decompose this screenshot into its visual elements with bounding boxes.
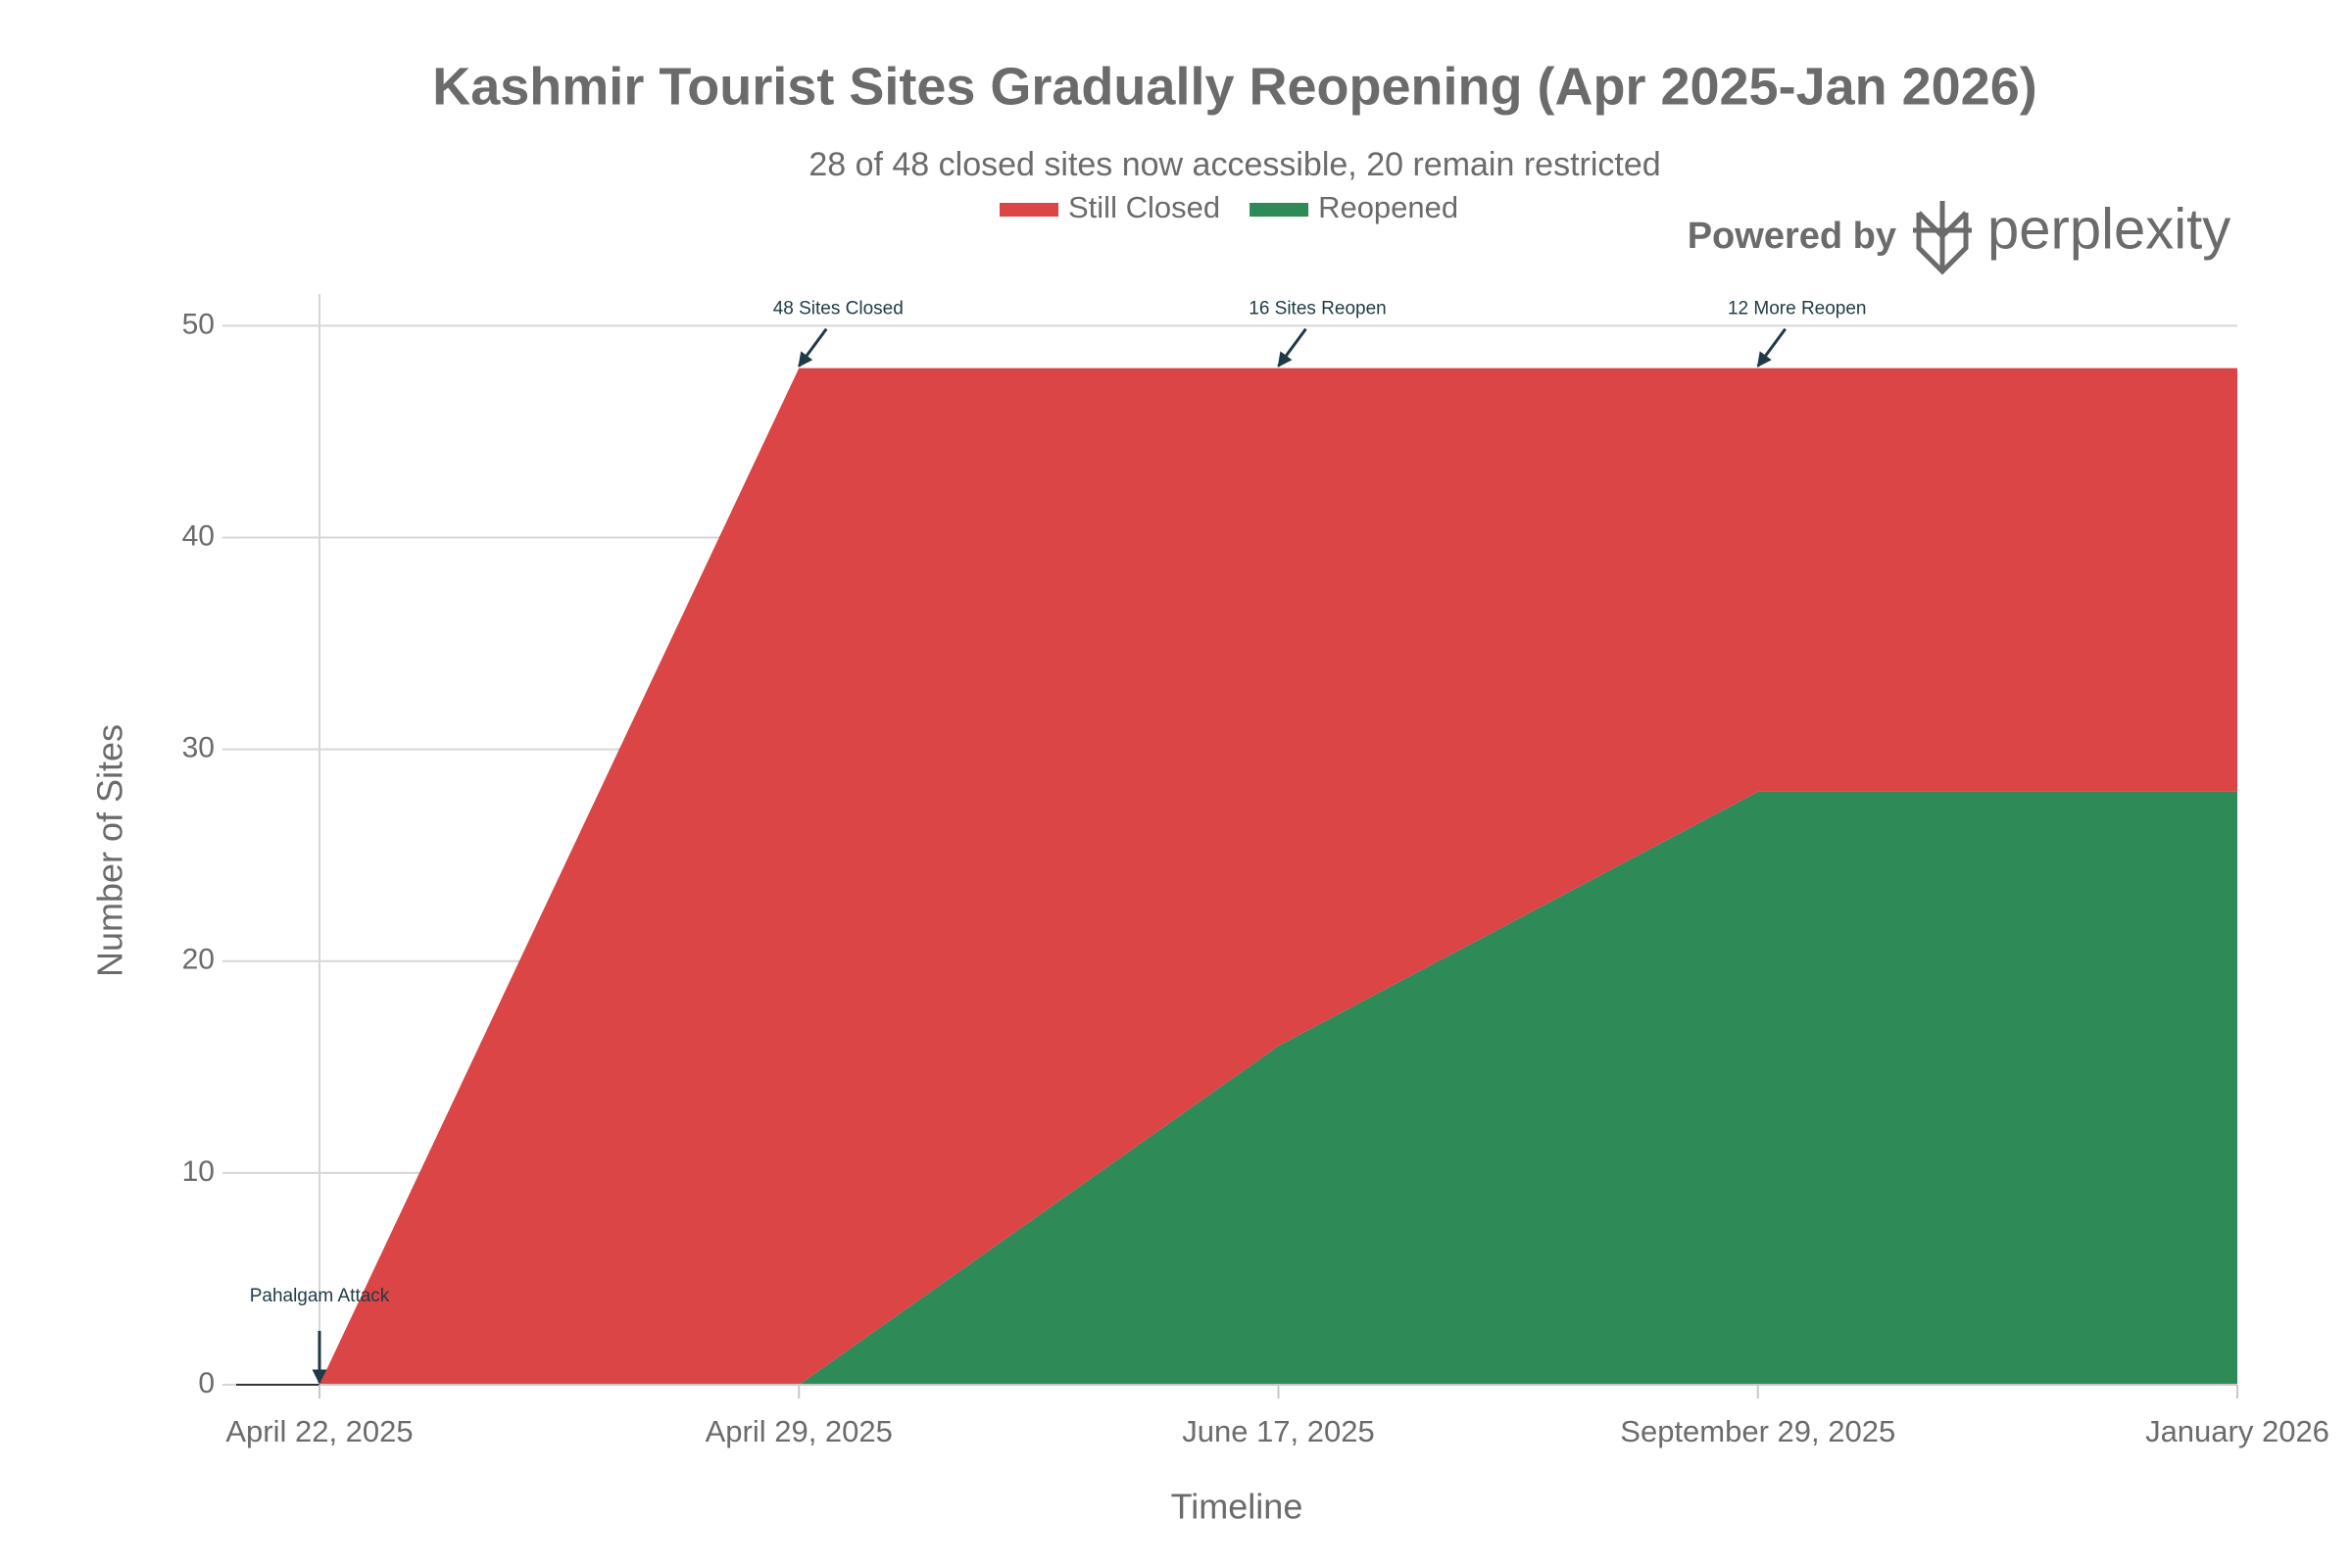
y-tick-label: 20 [182, 944, 215, 976]
chart-subtitle: 28 of 48 closed sites now accessible, 20… [808, 146, 1660, 183]
y-tick-label: 0 [198, 1367, 215, 1399]
x-tick-label: September 29, 2025 [1620, 1414, 1895, 1448]
legend-label: Reopened [1318, 190, 1458, 224]
y-tick-label: 10 [182, 1155, 215, 1188]
annotation-text: 48 Sites Closed [773, 299, 904, 319]
legend-label: Still Closed [1068, 190, 1220, 224]
area [319, 791, 2237, 1385]
chart-title: Kashmir Tourist Sites Gradually Reopenin… [432, 57, 2036, 116]
x-axis-title: Timeline [1171, 1487, 1303, 1527]
y-tick-label: 30 [182, 732, 215, 764]
area [319, 368, 2237, 1386]
x-tick-label: January 2026 [2145, 1414, 2329, 1448]
annotation-arrow [798, 327, 828, 368]
watermark-logo [1913, 201, 1972, 275]
legend-swatch [1250, 203, 1309, 217]
y-tick-label: 40 [182, 519, 215, 552]
annotation-text: Pahalgam Attack [250, 1286, 390, 1306]
legend-swatch [1000, 203, 1058, 217]
x-tick-label: April 22, 2025 [225, 1414, 413, 1448]
legend: Still Closed Reopened [1000, 190, 1458, 224]
annotation-text: 16 Sites Reopen [1249, 299, 1387, 319]
x-tick-label: June 17, 2025 [1182, 1414, 1375, 1448]
x-tick-label: April 29, 2025 [706, 1414, 893, 1448]
annotation-arrow [1277, 327, 1307, 368]
y-tick-label: 50 [182, 308, 215, 340]
annotation-arrow [1756, 327, 1787, 368]
watermark: Powered by perplexity [1688, 197, 2230, 275]
annotation-text: 12 More Reopen [1728, 299, 1867, 319]
watermark-brand: perplexity [1987, 197, 2230, 261]
watermark-text: Powered by [1688, 216, 1896, 257]
y-axis-title: Number of Sites [90, 724, 130, 977]
